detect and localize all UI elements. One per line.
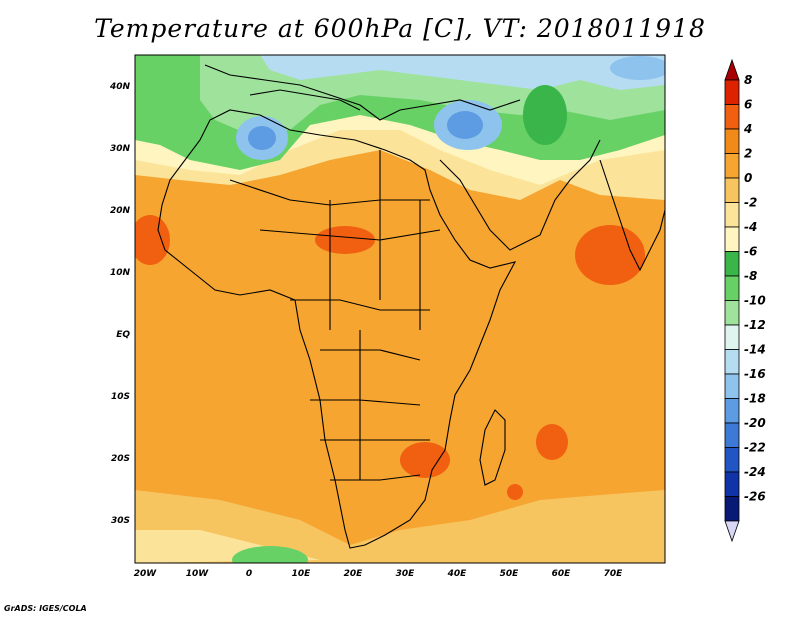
grads-credit: GrADS: IGES/COLA	[4, 604, 87, 613]
colorbar-label: -20	[744, 416, 766, 430]
field-hot-indianocean	[536, 424, 568, 460]
colorbar-label: 2	[744, 147, 752, 161]
x-tick-label: 0	[246, 569, 252, 579]
field-green-arabia	[523, 85, 567, 145]
map-title: Temperature at 600hPa [C], VT: 201801191…	[94, 14, 706, 43]
colorbar-max-arrow	[724, 58, 740, 81]
colorbar-label: -26	[744, 490, 766, 504]
x-tick-label: 20E	[344, 569, 364, 579]
colorbar-label: -24	[744, 465, 766, 479]
field-cold-pocket-east-core	[447, 111, 483, 139]
y-tick-label: 10S	[111, 392, 130, 402]
country-borders	[229, 150, 441, 481]
colorbar-min-arrow	[724, 520, 740, 543]
y-tick-label: 30S	[111, 516, 130, 526]
colorbar-segment	[724, 324, 740, 350]
colorbar-segment	[724, 275, 740, 301]
colorbar-segment	[724, 471, 740, 497]
coastlines	[157, 64, 665, 549]
x-tick-label: 40E	[447, 569, 468, 579]
colorbar-label: 8	[744, 73, 752, 87]
colorbar-label: 0	[744, 171, 752, 185]
temperature-field	[135, 55, 665, 563]
colorbar-segment	[724, 202, 740, 228]
colorbar-segment	[724, 251, 740, 277]
x-tick-label: 20W	[134, 569, 158, 579]
y-tick-label: EQ	[116, 330, 130, 340]
madagascar-coastline	[479, 409, 506, 486]
x-tick-label: 10E	[292, 569, 312, 579]
colorbar-segment	[724, 349, 740, 375]
colorbar-label: -12	[744, 318, 766, 332]
colorbar-segment	[724, 300, 740, 326]
y-tick-label: 20S	[111, 454, 130, 464]
colorbar-label: -2	[744, 196, 757, 210]
colorbar-label: 6	[744, 98, 752, 112]
colorbar-label: -18	[744, 392, 766, 406]
y-tick-label: 20N	[110, 206, 131, 216]
x-tick-label: 10W	[186, 569, 210, 579]
field-cold-north	[260, 55, 665, 90]
colorbar-segment	[724, 496, 740, 522]
x-axis: 20W 10W 0 10E 20E 30E 40E 50E 60E 70E	[134, 569, 623, 579]
field-green-south	[232, 546, 308, 563]
colorbar-label: -22	[744, 441, 766, 455]
colorbar-label: -8	[744, 269, 757, 283]
colorbar-segment	[724, 128, 740, 154]
colorbar-labels: 8 6 4 2 0 -2 -4 -6 -8 -10 -12 -14 -16 -18 -20 -22 -24 -26	[743, 73, 766, 504]
y-tick-label: 30N	[110, 144, 131, 154]
colorbar-segment	[724, 79, 740, 105]
africa-coastline	[157, 109, 517, 549]
y-axis: 40N 30N 20N 10N EQ 10S 20S 30S	[109, 82, 131, 526]
x-tick-label: 60E	[552, 569, 572, 579]
field-hot-southafrica	[400, 442, 450, 478]
europe-coastline	[204, 64, 521, 121]
colorbar-segment	[724, 226, 740, 252]
x-tick-label: 70E	[604, 569, 624, 579]
x-tick-label: 30E	[396, 569, 416, 579]
field-hot-westafrica	[135, 215, 170, 265]
mediterranean-inner	[249, 89, 361, 111]
field-hot-india	[575, 225, 645, 285]
colorbar-segment	[724, 373, 740, 399]
colorbar-label: 4	[743, 122, 752, 136]
field-cold-pocket-ne	[610, 56, 665, 80]
field-hot-madagascar-east	[507, 484, 523, 500]
colorbar-segment	[724, 153, 740, 179]
y-tick-label: 40N	[109, 82, 131, 92]
field-cold-pocket-west-core	[248, 126, 276, 150]
field-hot-sahel	[315, 226, 375, 254]
y-tick-label: 10N	[110, 268, 131, 278]
colorbar-segment	[724, 177, 740, 203]
field-mild-south	[135, 490, 665, 563]
colorbar-segment	[724, 447, 740, 473]
india-coastline	[599, 159, 665, 272]
arabia-coastline	[439, 139, 601, 251]
colorbar-label: -14	[744, 343, 766, 357]
colorbar-segment	[724, 398, 740, 424]
colorbar	[724, 58, 740, 543]
colorbar-segment	[724, 422, 740, 448]
colorbar-label: -10	[744, 294, 766, 308]
x-tick-label: 50E	[500, 569, 520, 579]
colorbar-label: -4	[744, 220, 757, 234]
colorbar-label: -6	[744, 245, 757, 259]
colorbar-segment	[724, 104, 740, 130]
plot-frame	[134, 54, 666, 564]
colorbar-label: -16	[744, 367, 766, 381]
